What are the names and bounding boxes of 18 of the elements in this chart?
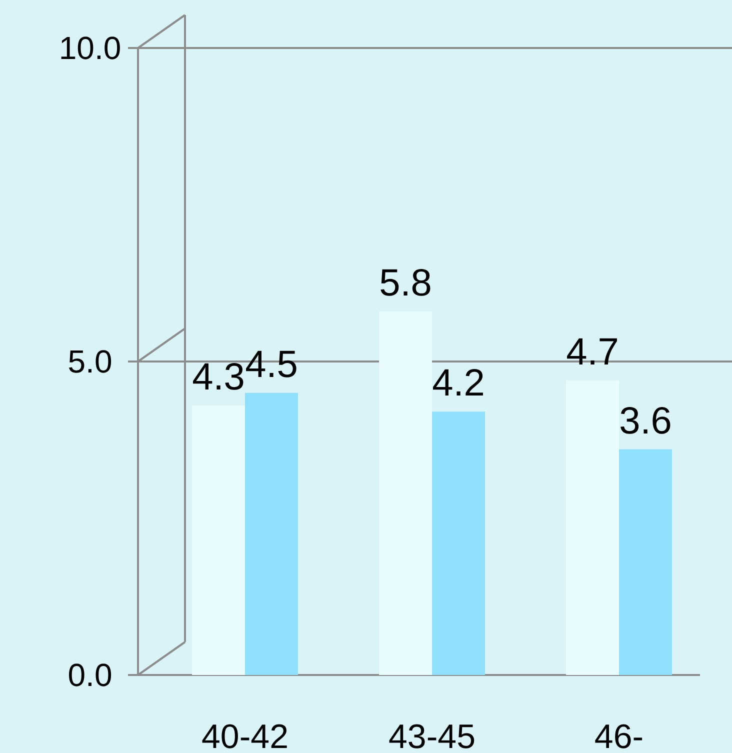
y-tick-label: 5.0 [68, 344, 112, 380]
y-tick-label: 10.0 [58, 30, 122, 66]
bar [245, 392, 298, 675]
x-tick-label: 46- [594, 718, 644, 753]
bar [566, 380, 619, 675]
x-tick-label: 40-42 [202, 718, 288, 753]
bar [619, 449, 672, 675]
bar [192, 405, 245, 675]
data-label: 4.3 [192, 356, 245, 398]
data-label: 4.5 [245, 344, 298, 386]
y-tick-label: 0.0 [68, 657, 112, 694]
data-label: 4.2 [432, 362, 485, 405]
data-label: 4.7 [566, 331, 619, 374]
data-label: 5.8 [379, 262, 432, 304]
x-tick-label: 43-45 [388, 718, 476, 753]
bar [432, 412, 485, 675]
bar [379, 311, 432, 675]
data-label: 3.6 [619, 400, 672, 442]
